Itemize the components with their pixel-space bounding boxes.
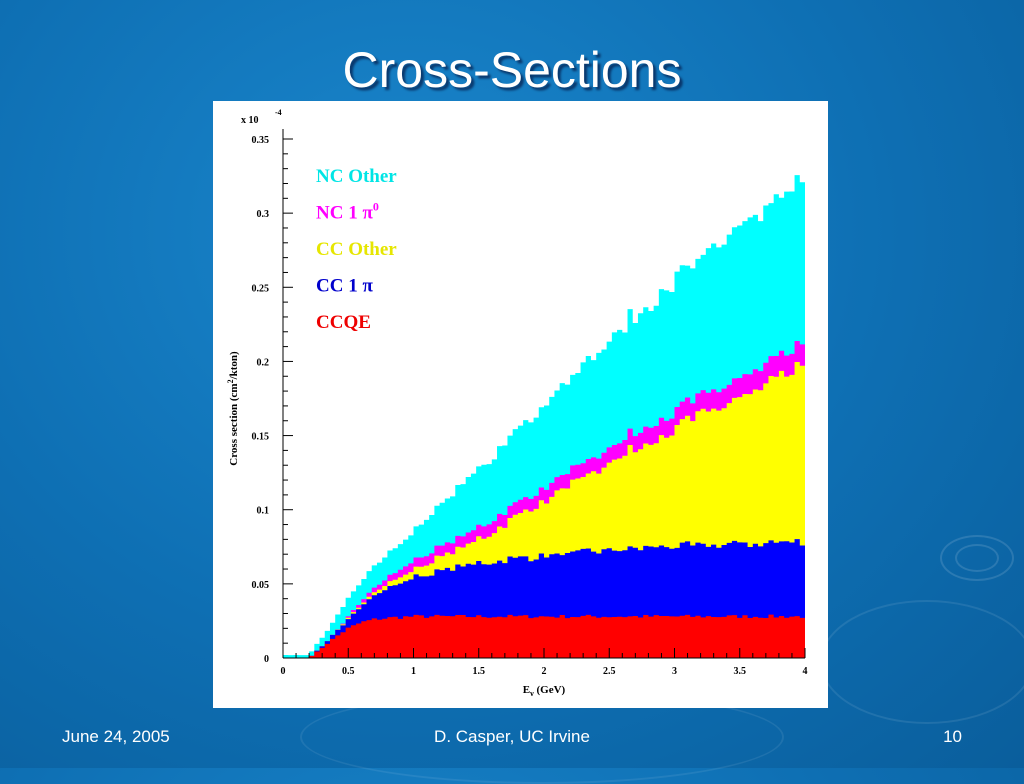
y-tick-label: 0 <box>264 654 269 665</box>
y-tick-label: 0.35 <box>252 135 270 146</box>
x-tick-label: 2.5 <box>603 666 616 677</box>
y-tick-label: 0.3 <box>257 209 270 220</box>
legend-item: CCQE <box>316 312 371 333</box>
slide-title: Cross-Sections <box>342 42 682 98</box>
y-tick-label: 0.05 <box>252 580 270 591</box>
legend-item: NC Other <box>316 166 397 187</box>
cross-section-chart: 0 0.5 1 1.5 2 2.5 3 3.5 4 0 0.05 0.1 0.15 0.2 0.25 0.3 0… <box>226 108 808 698</box>
y-axis-label: Cross section (cm2/kton) <box>226 351 240 466</box>
y-tick-label: 0.15 <box>252 432 270 443</box>
x-tick-label: 3.5 <box>734 666 747 677</box>
x-tick-label: 3 <box>672 666 677 677</box>
legend-item: CC Other <box>316 239 397 260</box>
area-ccqe <box>283 614 805 658</box>
legend: NC Other NC 1 π0 CC Other CC 1 π CCQE <box>316 166 397 333</box>
labels: x 10 -4 Eν (GeV) Cross section (cm2/kton) <box>226 108 566 698</box>
x-tick-label: 0.5 <box>342 666 355 677</box>
x-axis-label: Eν (GeV) <box>523 684 566 698</box>
x-tick-label: 0 <box>281 666 286 677</box>
slide-number: 10 <box>943 727 962 746</box>
y-multiplier-label: x 10 <box>241 115 259 126</box>
x-tick-label: 1.5 <box>473 666 486 677</box>
y-multiplier-exponent: -4 <box>275 108 282 117</box>
footer-author: D. Casper, UC Irvine <box>434 727 590 746</box>
x-tick-label: 1 <box>411 666 416 677</box>
legend-item: NC 1 π0 <box>316 200 379 224</box>
stacked-areas <box>283 175 805 659</box>
legend-item: CC 1 π <box>316 276 373 297</box>
footer-date: June 24, 2005 <box>62 727 170 746</box>
chart-panel: 0 0.5 1 1.5 2 2.5 3 3.5 4 0 0.05 0.1 0.15 0.2 0.25 0.3 0… <box>213 101 828 708</box>
ticks: 0 0.5 1 1.5 2 2.5 3 3.5 4 0 0.05 0.1 0.15 0.2 0.25 0.3 0… <box>252 135 808 677</box>
x-tick-label: 2 <box>542 666 547 677</box>
y-tick-label: 0.2 <box>257 357 270 368</box>
y-tick-label: 0.1 <box>257 506 270 517</box>
x-tick-label: 4 <box>803 666 808 677</box>
y-tick-label: 0.25 <box>252 283 270 294</box>
